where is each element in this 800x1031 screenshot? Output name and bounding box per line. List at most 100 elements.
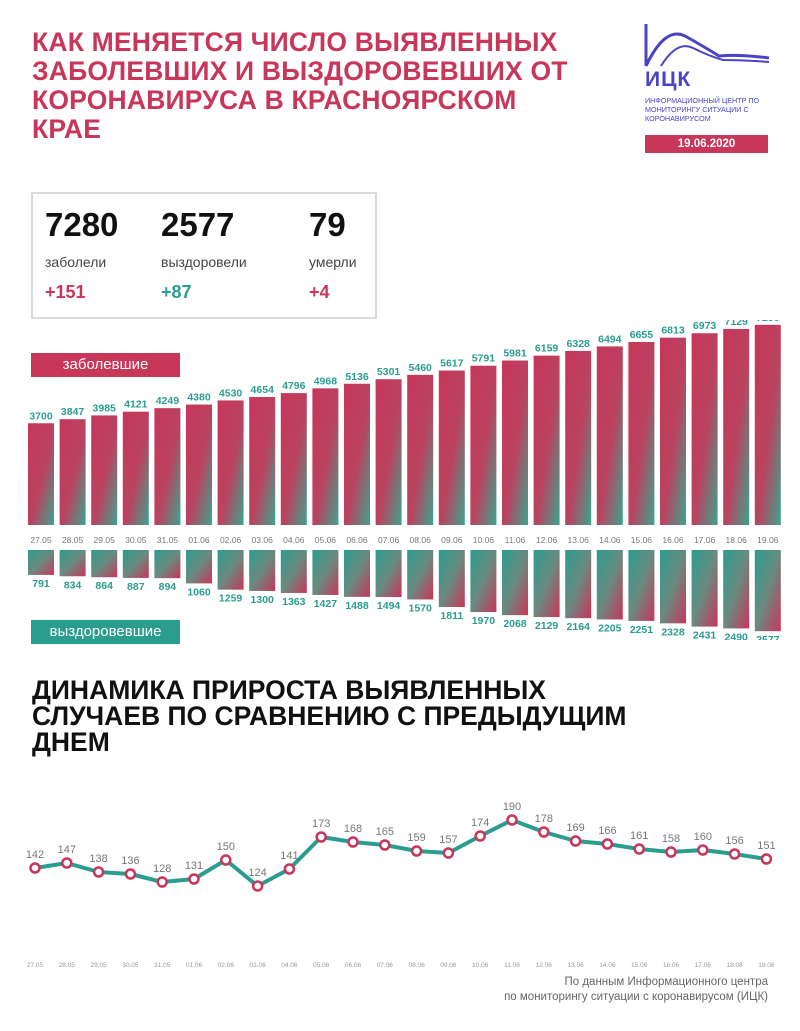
tick-label: 14.06 [599, 535, 621, 545]
data-label-recovered: 2251 [630, 624, 654, 636]
data-label: 159 [407, 832, 425, 844]
data-label-recovered: 2164 [567, 621, 591, 633]
legend-infected: заболевшие [31, 353, 180, 377]
data-point [156, 876, 168, 888]
bar-infected [596, 346, 623, 525]
bar-recovered [280, 550, 307, 593]
tick-label: 03.06 [252, 535, 274, 545]
data-label-recovered: 2205 [598, 622, 622, 634]
tick-label: 16.06 [663, 962, 680, 969]
data-label-infected: 6973 [693, 320, 717, 332]
bar-recovered [596, 550, 623, 620]
data-label-recovered: 887 [127, 581, 145, 593]
data-label: 150 [217, 841, 235, 853]
tick-label: 28.05 [62, 535, 84, 545]
stat-delta: +151 [45, 282, 86, 302]
bar-infected [754, 324, 781, 525]
data-label: 156 [725, 835, 743, 847]
data-point [251, 880, 264, 892]
bar-infected [280, 393, 307, 525]
data-label: 141 [280, 850, 298, 862]
data-label-infected: 6494 [598, 333, 622, 345]
source-line-2: по мониторингу ситуации с коронавирусом … [504, 991, 768, 1003]
tick-label: 19.06 [758, 962, 775, 969]
logo-description: ИНФОРМАЦИОННЫЙ ЦЕНТР ПО МОНИТОРИНГУ СИТУ… [645, 96, 760, 123]
bar-recovered [565, 550, 592, 619]
bar-recovered [344, 550, 370, 597]
tick-label: 07.06 [377, 962, 394, 969]
data-label: 168 [344, 823, 362, 835]
bar-infected [407, 374, 434, 525]
data-label-recovered: 1259 [219, 593, 243, 605]
bar-infected [502, 360, 528, 525]
data-label-infected: 4249 [156, 395, 180, 407]
data-label-infected: 6813 [661, 325, 685, 337]
data-point [220, 854, 232, 866]
bar-infected [217, 400, 244, 525]
bar-recovered [691, 550, 718, 627]
data-label: 169 [566, 822, 584, 834]
data-label-infected: 6328 [567, 338, 591, 350]
data-label: 128 [153, 863, 171, 875]
data-label: 151 [757, 840, 775, 852]
bar-infected [154, 408, 181, 525]
bar-recovered [660, 550, 686, 624]
data-point [410, 845, 423, 857]
tick-label: 10.06 [473, 535, 495, 545]
logo: ИЦК ИНФОРМАЦИОННЫЙ ЦЕНТР ПО МОНИТОРИНГУ … [643, 22, 773, 157]
tick-label: 14.06 [599, 962, 616, 969]
data-point [124, 868, 137, 880]
data-point [569, 835, 582, 847]
data-point [92, 866, 105, 878]
data-label-infected: 7129 [725, 320, 749, 328]
bar-infected [660, 337, 686, 525]
bar-infected [723, 328, 750, 525]
data-label-recovered: 2431 [693, 630, 717, 640]
tick-label: 27.05 [30, 535, 52, 545]
stat-value: 2577 [161, 206, 235, 243]
bar-recovered [312, 550, 339, 595]
data-label-recovered: 834 [64, 579, 82, 591]
legend-recovered: выздоровевшие [31, 620, 180, 644]
data-label-infected: 4121 [124, 399, 148, 411]
bar-recovered [217, 550, 244, 590]
data-label-recovered: 2068 [503, 618, 527, 630]
bar-infected [186, 404, 212, 525]
data-label: 174 [471, 817, 489, 829]
data-label: 147 [58, 844, 76, 856]
bar-recovered [91, 550, 118, 578]
tick-label: 17.06 [694, 535, 716, 545]
tick-label: 05.06 [315, 535, 337, 545]
data-point [29, 862, 41, 874]
data-label-recovered: 791 [32, 578, 50, 590]
source-line-1: По данным Информационного центра [564, 976, 768, 988]
tick-label: 29.05 [90, 962, 107, 969]
data-label: 173 [312, 818, 330, 830]
data-label-recovered: 864 [95, 580, 113, 592]
data-point [697, 844, 709, 856]
data-label-infected: 6159 [535, 343, 559, 355]
tick-label: 02.06 [220, 535, 242, 545]
data-point [347, 836, 359, 848]
tick-label: 11.06 [504, 962, 520, 969]
tick-label: 16.06 [662, 535, 684, 545]
data-label-recovered: 2577 [756, 634, 780, 640]
data-point [474, 830, 486, 842]
tick-label: 08.06 [408, 962, 425, 969]
bar-infected [249, 397, 276, 525]
tick-label: 13.06 [567, 962, 584, 969]
data-point [633, 843, 645, 855]
data-point [506, 814, 518, 826]
line-chart: 142 27.05 147 28.05 138 29.05 136 30.05 128 31.05… [26, 801, 776, 969]
stat-label: умерли [309, 254, 357, 270]
data-point [283, 863, 296, 875]
data-label-infected: 5460 [409, 362, 433, 374]
data-label: 131 [185, 860, 203, 872]
stat-label: выздоровели [161, 254, 247, 270]
data-label-recovered: 1363 [282, 596, 306, 608]
data-label-recovered: 1300 [251, 594, 275, 606]
data-label-infected: 3847 [61, 406, 85, 418]
data-label-recovered: 1970 [472, 615, 496, 627]
summary-box: 7280 заболели +151 2577 выздоровели +87 … [31, 192, 377, 319]
tick-label: 08.06 [410, 535, 432, 545]
